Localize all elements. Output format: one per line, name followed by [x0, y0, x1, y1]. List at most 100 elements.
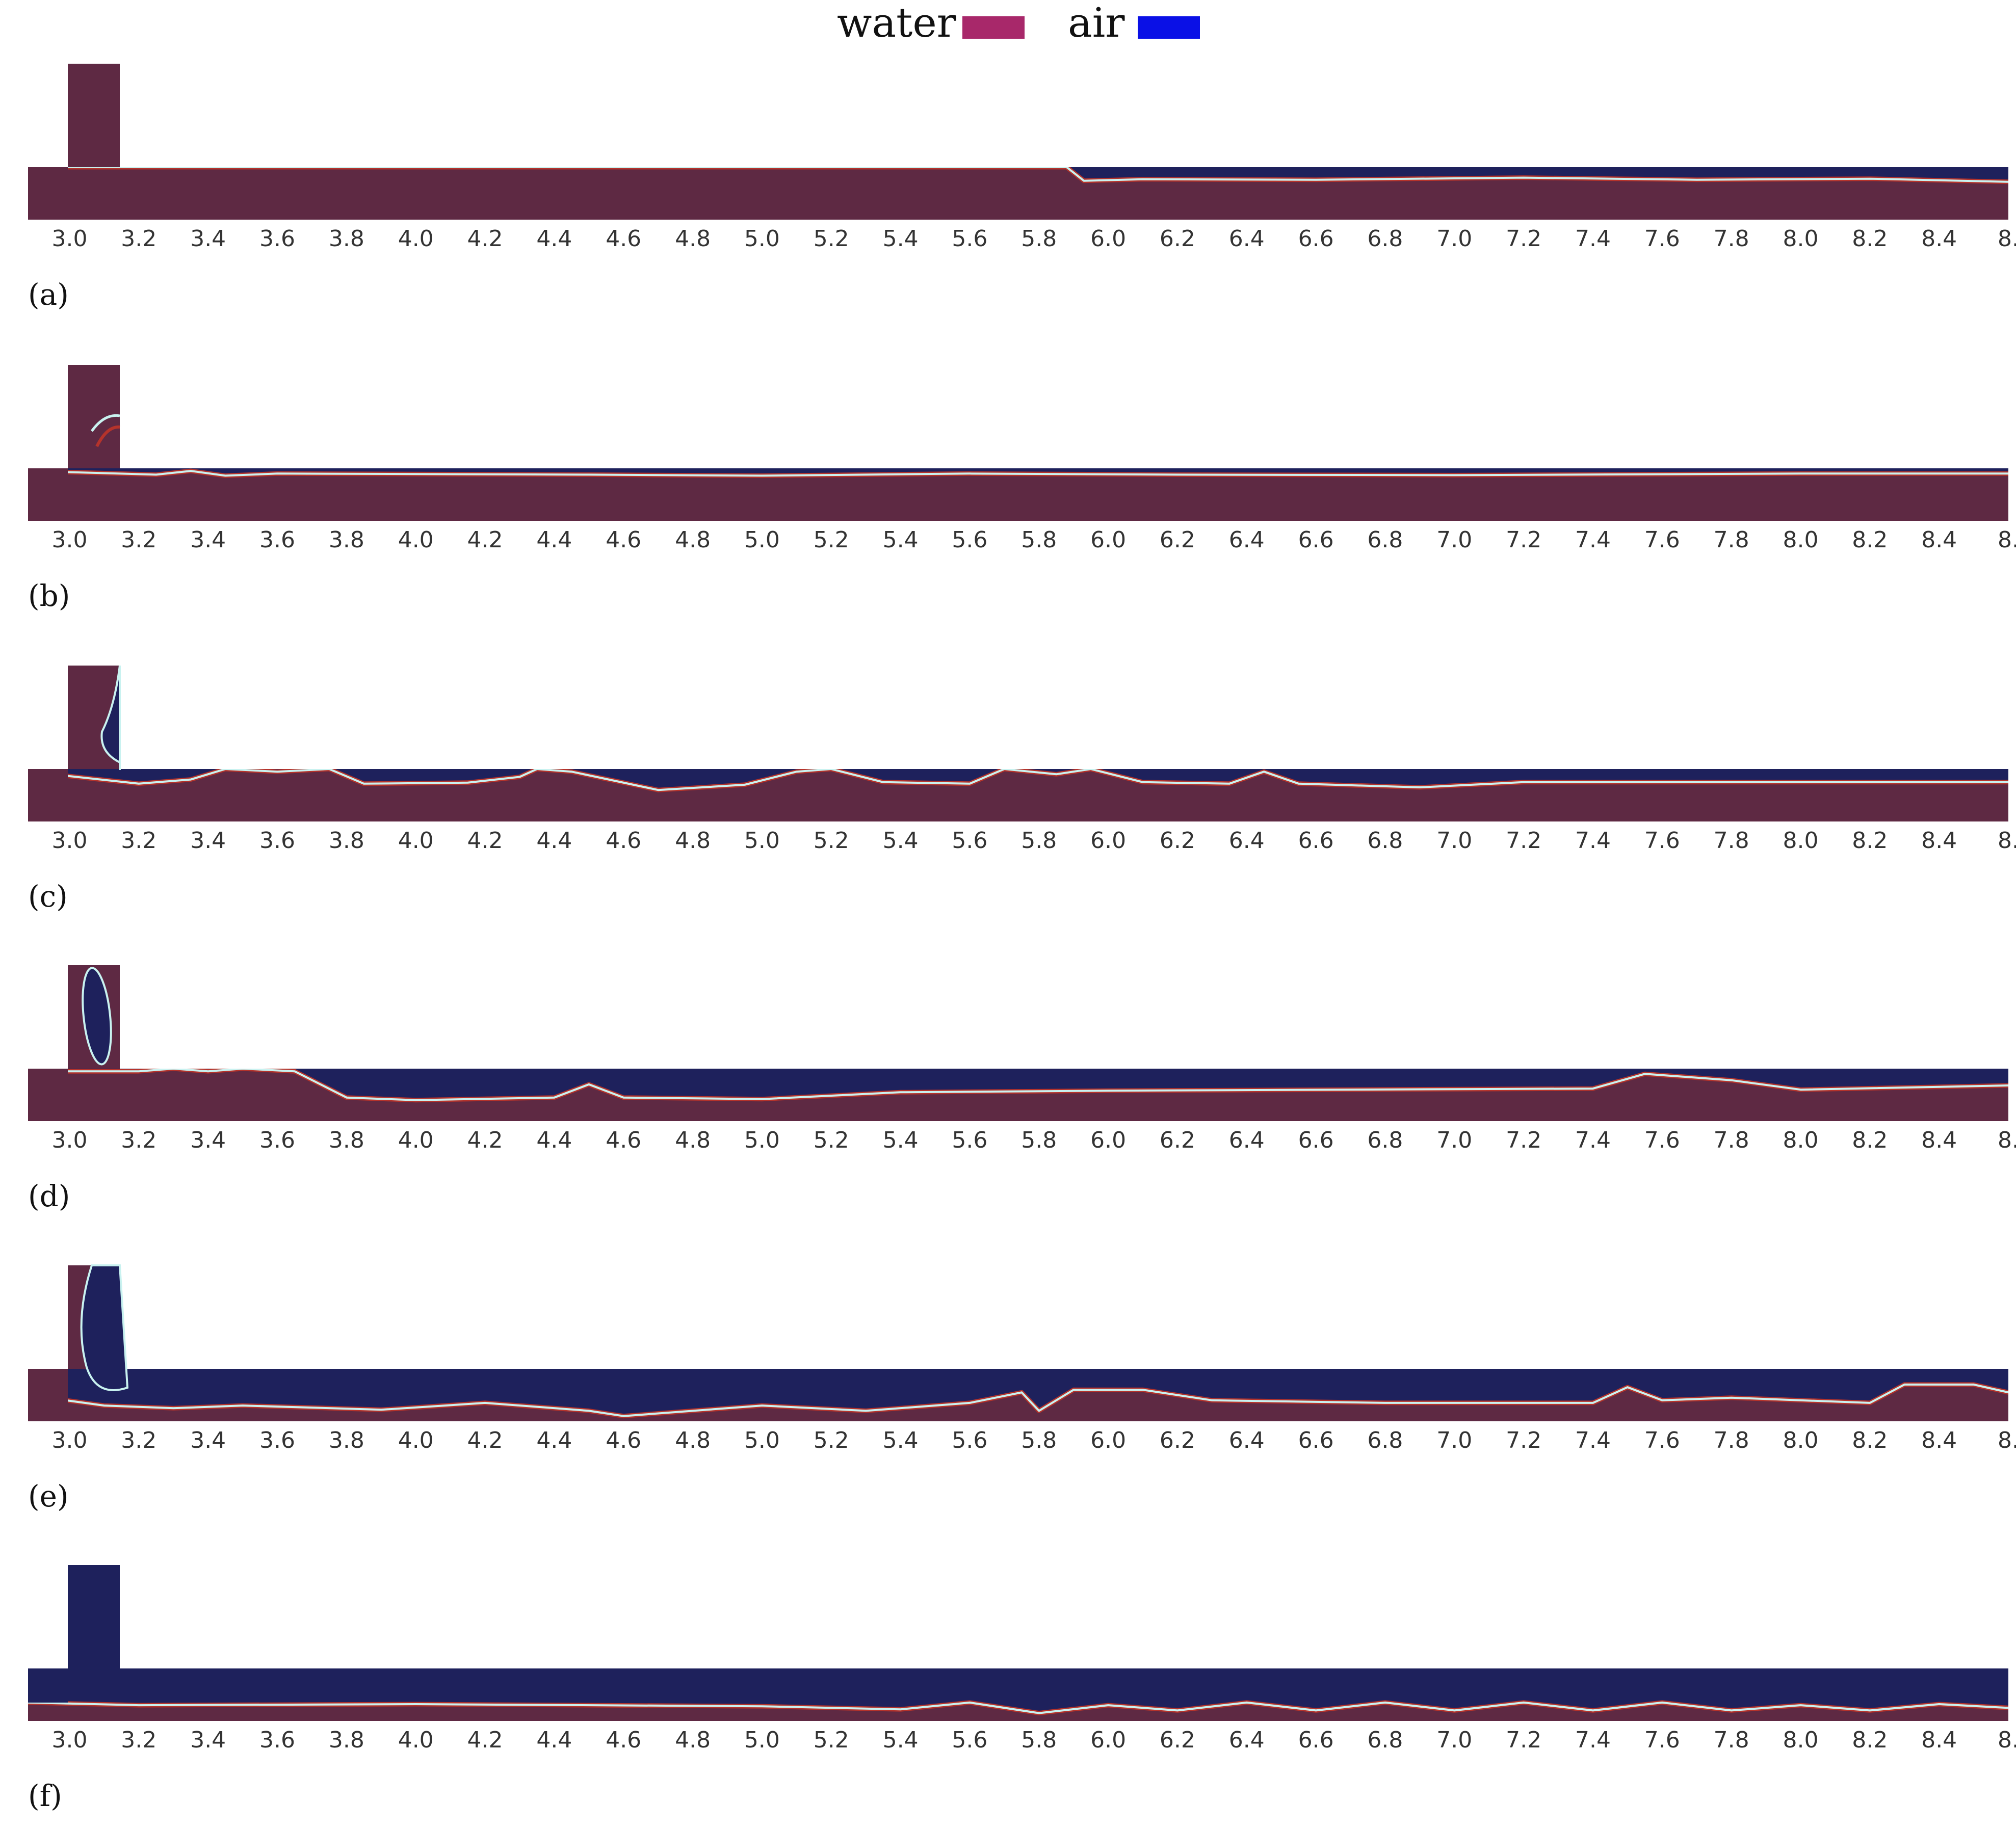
interface-line: [28, 1701, 2008, 1714]
x-tick-label: 6.2: [1160, 527, 1195, 553]
x-tick-label: 3.8: [329, 1127, 364, 1153]
x-tick-label: 6.6: [1298, 1727, 1334, 1753]
x-tick-label: 7.8: [1714, 1427, 1749, 1453]
x-tick-label: 7.2: [1506, 1427, 1541, 1453]
x-tick-label: 8.4: [1921, 1727, 1957, 1753]
x-tick-label: 3.2: [121, 527, 156, 553]
water-region: [28, 1069, 2008, 1121]
x-tick-label: 7.2: [1506, 1127, 1541, 1153]
x-tick-label: 3.4: [190, 1727, 226, 1753]
x-tick-label: 6.2: [1160, 1127, 1195, 1153]
x-tick-label: 7.6: [1644, 1127, 1680, 1153]
x-tick-label: 6.0: [1090, 1127, 1126, 1153]
x-tick-label: 4.2: [467, 527, 503, 553]
panel: 3.0 3.2 3.4 3.6 3.8 4.0 4.2 4.4 4.6 4.8 5.0 5.2 5.4 5…: [28, 665, 2016, 914]
x-tick-label: 3.0: [52, 1727, 88, 1753]
x-tick-label: 8.2: [1852, 828, 1888, 854]
x-tick-label: 8.4: [1921, 1127, 1957, 1153]
x-tick-label: 5.0: [744, 1727, 780, 1753]
x-tick-label: 6.4: [1229, 226, 1265, 252]
panel-label: (e): [28, 1479, 69, 1514]
x-tick-label: 8.: [1998, 527, 2016, 553]
panel: 3.0 3.2 3.4 3.6 3.8 4.0 4.2 4.4 4.6 4.8 5.0 5.2 5.4 5…: [28, 64, 2016, 312]
air-column: [80, 1264, 129, 1391]
x-tick-label: 5.4: [883, 226, 919, 252]
x-tick-label: 5.2: [814, 1427, 849, 1453]
x-tick-label: 4.8: [675, 226, 711, 252]
x-tick-label: 5.6: [952, 1127, 987, 1153]
x-tick-label: 3.6: [259, 828, 295, 854]
x-tick-label: 3.4: [190, 828, 226, 854]
x-tick-label: 7.6: [1644, 1427, 1680, 1453]
inlet-pool: [28, 1069, 68, 1121]
x-tick-label: 6.2: [1160, 1427, 1195, 1453]
x-tick-label: 5.4: [883, 527, 919, 553]
x-tick-label: 5.6: [952, 828, 987, 854]
x-tick-label: 8.: [1998, 1127, 2016, 1153]
x-tick-label: 6.4: [1229, 828, 1265, 854]
x-tick-label: 3.2: [121, 226, 156, 252]
x-tick-label: 7.8: [1714, 828, 1749, 854]
panel-label: (a): [28, 277, 69, 312]
x-tick-label: 7.2: [1506, 527, 1541, 553]
x-tick-label: 3.8: [329, 1427, 364, 1453]
jet-interface: [90, 414, 120, 432]
x-tick-label: 6.6: [1298, 226, 1334, 252]
x-tick-label: 3.0: [52, 828, 88, 854]
x-tick-label: 4.0: [398, 1127, 434, 1153]
legend-air-label: air: [1068, 0, 1125, 46]
x-tick-label: 4.8: [675, 1427, 711, 1453]
air-bubble: [82, 967, 112, 1066]
x-tick-label: 7.0: [1436, 1127, 1472, 1153]
x-tick-label: 6.8: [1367, 226, 1403, 252]
x-tick-label: 6.8: [1367, 1727, 1403, 1753]
x-tick-label: 4.6: [606, 527, 641, 553]
legend-water-swatch: [962, 16, 1025, 39]
x-tick-label: 4.2: [467, 1727, 503, 1753]
interface-line: [28, 1383, 2008, 1417]
x-tick-label: 8.4: [1921, 226, 1957, 252]
panel-label: (f): [28, 1779, 62, 1813]
legend-water-label: water: [837, 0, 957, 46]
x-tick-label: 8.2: [1852, 527, 1888, 553]
x-tick-label: 3.4: [190, 527, 226, 553]
x-tick-label: 6.8: [1367, 1127, 1403, 1153]
x-tick-label: 3.2: [121, 1427, 156, 1453]
x-tick-label: 8.2: [1852, 226, 1888, 252]
x-tick-label: 3.8: [329, 828, 364, 854]
x-tick-label: 7.6: [1644, 527, 1680, 553]
x-tick-label: 5.8: [1021, 828, 1057, 854]
panels: 3.0 3.2 3.4 3.6 3.8 4.0 4.2 4.4 4.6 4.8 5.0 5.2 5.4 5…: [28, 64, 2016, 1813]
x-tick-label: 6.0: [1090, 527, 1126, 553]
x-tick-label: 7.0: [1436, 226, 1472, 252]
x-tick-label: 3.0: [52, 226, 88, 252]
x-tick-label: 6.8: [1367, 1427, 1403, 1453]
x-tick-label: 7.6: [1644, 226, 1680, 252]
x-tick-label: 7.0: [1436, 527, 1472, 553]
x-tick-label: 5.4: [883, 1127, 919, 1153]
x-tick-label: 5.4: [883, 1727, 919, 1753]
x-tick-label: 7.2: [1506, 226, 1541, 252]
x-tick-label: 4.6: [606, 226, 641, 252]
x-tick-label: 4.8: [675, 527, 711, 553]
x-tick-label: 3.8: [329, 1727, 364, 1753]
x-tick-label: 3.2: [121, 828, 156, 854]
x-tick-label: 5.0: [744, 527, 780, 553]
water-region: [28, 1384, 2008, 1421]
x-tick-label: 6.0: [1090, 226, 1126, 252]
x-tick-label: 4.0: [398, 1427, 434, 1453]
x-tick-label: 5.4: [883, 828, 919, 854]
x-tick-label: 5.6: [952, 1727, 987, 1753]
x-tick-label: 4.6: [606, 1427, 641, 1453]
x-tick-label: 5.2: [814, 527, 849, 553]
legend-air-swatch: [1138, 16, 1200, 39]
panel-label: (d): [28, 1179, 70, 1213]
x-tick-label: 6.0: [1090, 828, 1126, 854]
x-tick-label: 4.6: [606, 1727, 641, 1753]
x-tick-label: 4.4: [536, 1427, 572, 1453]
x-tick-label: 8.4: [1921, 828, 1957, 854]
x-tick-label: 4.4: [536, 828, 572, 854]
inlet-pool: [28, 1668, 68, 1703]
x-tick-label: 3.6: [259, 226, 295, 252]
